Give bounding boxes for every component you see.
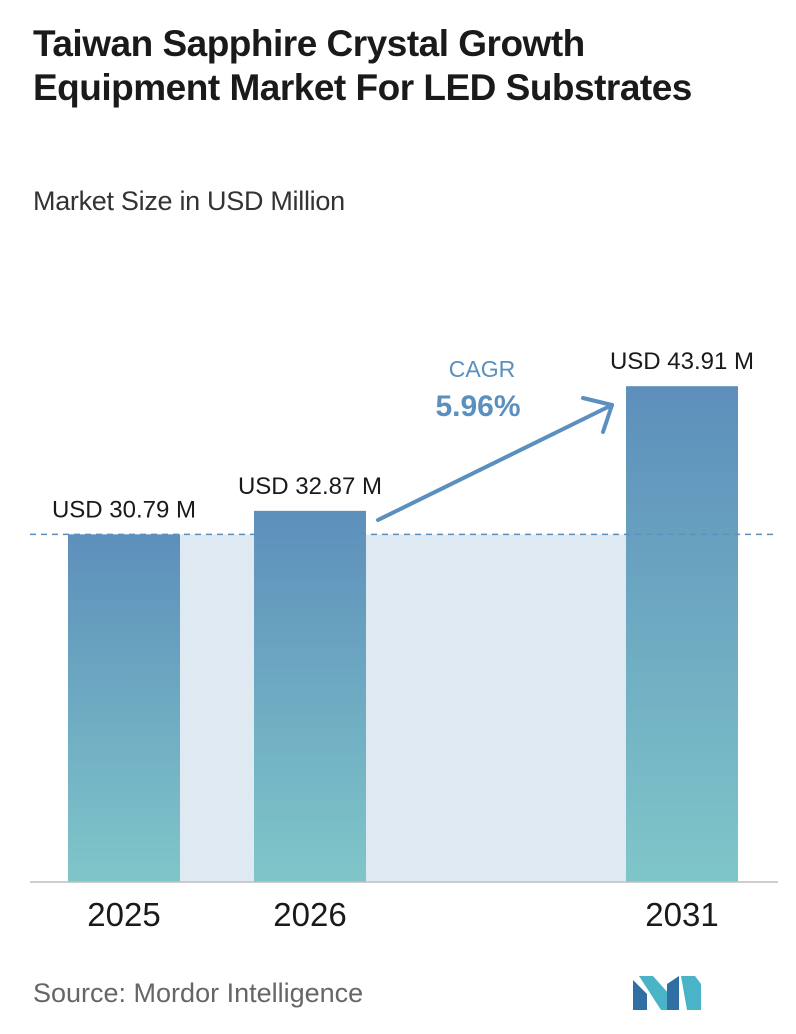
value-label-2025: USD 30.79 M [52,496,196,523]
x-tick-label-2025: 2025 [87,896,160,933]
reference-band [124,534,682,882]
value-label-2026: USD 32.87 M [238,473,382,500]
source-note: Source: Mordor Intelligence [33,978,364,1008]
value-label-2031: USD 43.91 M [610,348,754,375]
cagr-value: 5.96% [435,390,520,423]
bar-2026 [254,510,366,882]
chart-title: Taiwan Sapphire Crystal Growth Equipment… [33,23,692,108]
cagr-arrow-head-icon [581,396,614,434]
bar-2025 [68,534,180,882]
x-tick-label-2026: 2026 [273,896,346,933]
cagr-label: CAGR [449,356,515,382]
mordor-intelligence-logo-icon [633,976,701,1010]
x-tick-label-2031: 2031 [645,896,718,933]
chart-subtitle: Market Size in USD Million [33,186,345,216]
bar-2031 [626,386,738,882]
cagr-arrow [376,403,614,522]
